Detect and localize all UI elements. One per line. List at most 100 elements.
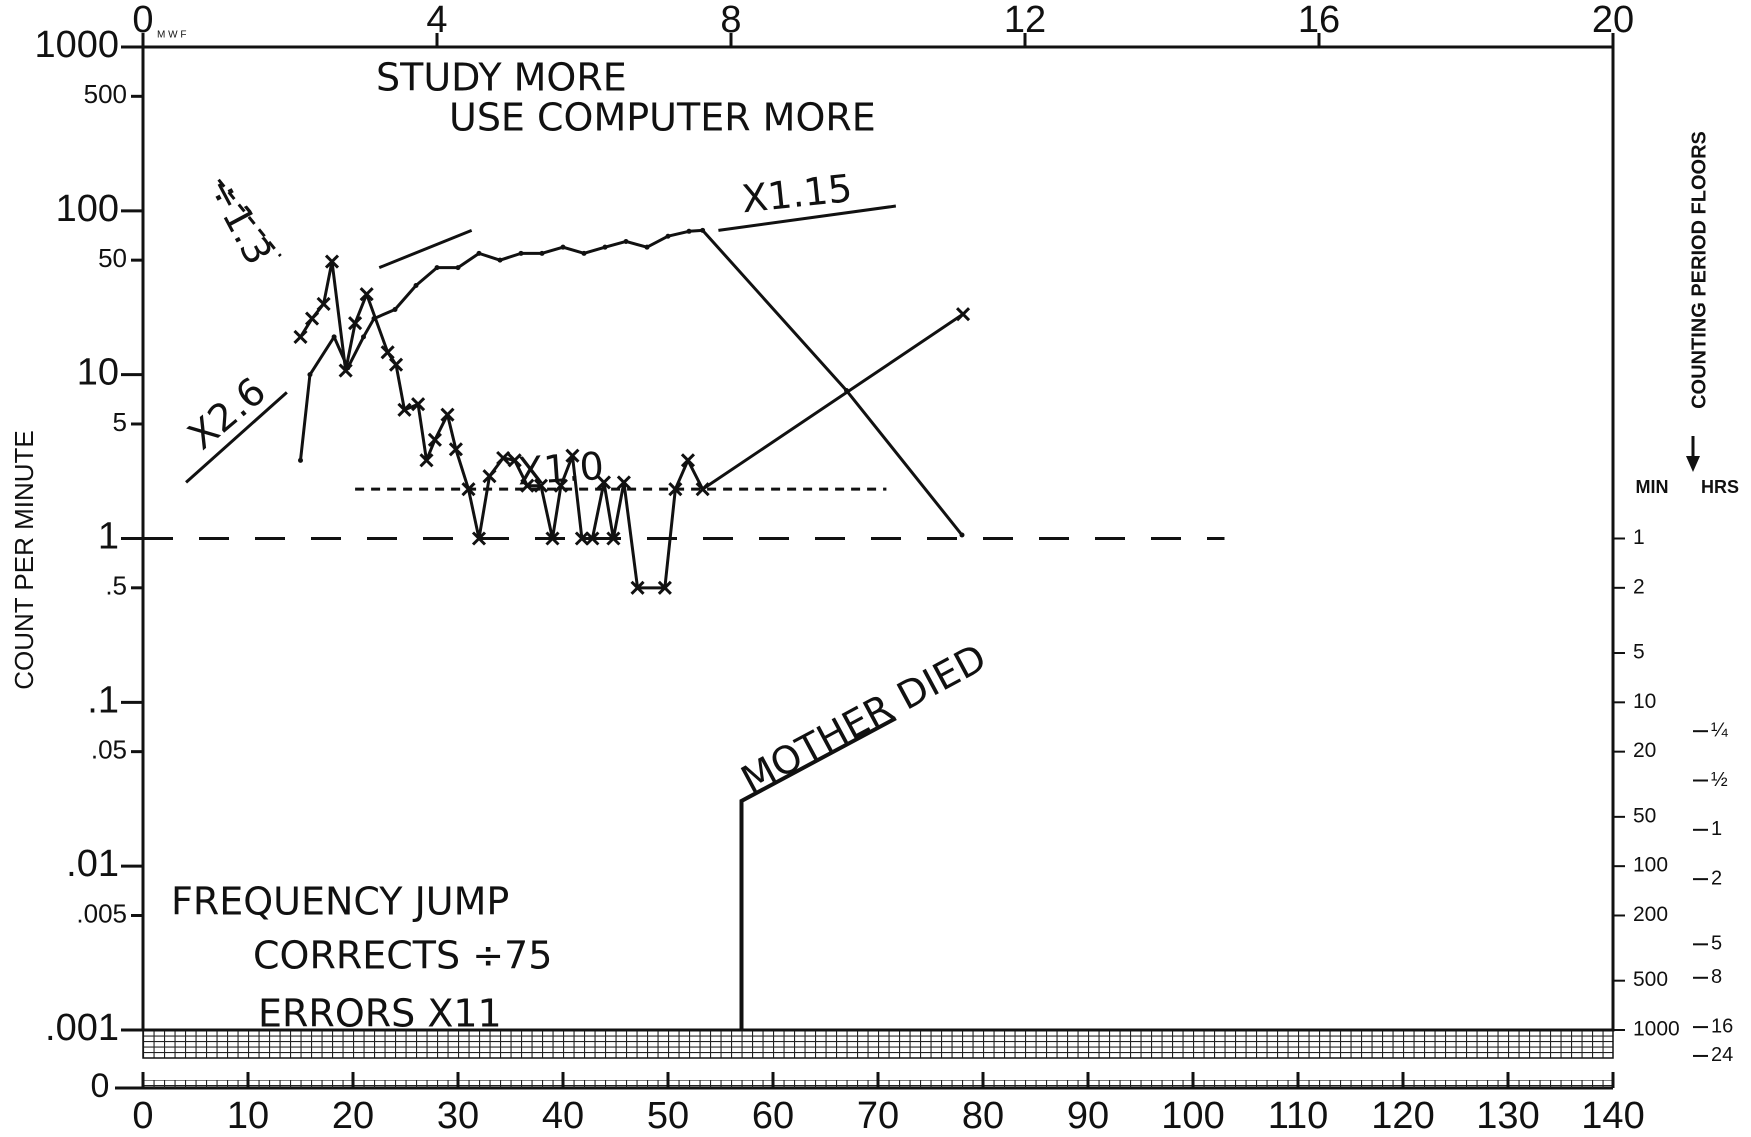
x-tick-label: 70 [857, 1095, 899, 1137]
y-tick-label: .05 [91, 735, 127, 765]
data-point [324, 254, 340, 269]
data-point [413, 283, 419, 289]
data-point [955, 307, 971, 322]
x-tick-label: 90 [1067, 1095, 1109, 1137]
x2-tick-label: 16 [1298, 0, 1340, 41]
data-point [293, 329, 308, 344]
x-tick-label: 60 [752, 1095, 794, 1137]
data-point [606, 531, 621, 546]
data-point [959, 532, 965, 538]
data-point [476, 250, 482, 256]
note: STUDY MORE [376, 56, 627, 100]
x-tick-label: 30 [437, 1095, 479, 1137]
note: USE COMPUTER MORE [449, 96, 876, 140]
data-point [616, 475, 631, 490]
data-line [299, 260, 964, 590]
data-point [461, 482, 476, 497]
note: ERRORS X11 [258, 992, 502, 1036]
y2-hrs-label: 1 [1711, 818, 1722, 840]
data-point [361, 334, 366, 340]
y2-tick-label: 5 [1633, 641, 1645, 664]
y2-hrs-label: 5 [1711, 933, 1722, 955]
data-point [520, 478, 535, 493]
data-point [602, 244, 608, 250]
data-point [307, 372, 313, 378]
data-point [482, 469, 497, 484]
y2-hrs-label: 8 [1711, 966, 1722, 988]
data-point [644, 244, 650, 250]
data-point [623, 238, 629, 244]
data-point [440, 407, 455, 422]
x-tick-label: 110 [1268, 1095, 1329, 1137]
celeration-line [185, 391, 288, 484]
data-point [545, 531, 560, 546]
data-point [665, 233, 671, 239]
y2-hrs-header: HRS [1701, 477, 1739, 497]
y2-min-label: MIN [1636, 477, 1669, 497]
y2-hrs-label: ½ [1711, 769, 1728, 791]
y-tick-label: 1000 [34, 24, 119, 66]
x2-tick-label: 20 [1592, 0, 1634, 41]
data-point [630, 580, 645, 595]
data-point [497, 257, 503, 263]
data-point [434, 265, 440, 271]
y-tick-label: 100 [56, 188, 119, 230]
data-point [695, 482, 710, 497]
data-point [448, 442, 463, 457]
y-tick-label: .005 [76, 898, 127, 928]
x-tick-label: 130 [1476, 1095, 1539, 1137]
data-point [596, 475, 612, 490]
data-point [507, 453, 522, 468]
data-point [388, 357, 404, 372]
y2-hrs-label: 16 [1711, 1015, 1733, 1037]
data-point [539, 250, 545, 256]
data-point [338, 363, 353, 378]
data-point [496, 450, 511, 466]
data-line [299, 228, 964, 536]
x-tick-label: 10 [227, 1095, 269, 1137]
data-point [411, 397, 426, 412]
x-tick-label: 20 [332, 1095, 374, 1137]
data-point [574, 531, 589, 546]
y2-tick-label: 200 [1633, 903, 1668, 926]
event-line [739, 716, 897, 1030]
y2-tick-label: 20 [1633, 739, 1656, 762]
data-point [581, 250, 587, 256]
data-point [298, 457, 303, 463]
x-tick-label: 140 [1581, 1095, 1644, 1137]
y2-arrow-head [1686, 456, 1700, 472]
y2-tick-label: 500 [1633, 968, 1668, 991]
y2-tick-label: 1000 [1633, 1018, 1680, 1041]
x2-days-label: M W F [157, 30, 186, 41]
x-tick-label: 50 [647, 1095, 689, 1137]
data-point [419, 453, 434, 468]
x-tick-label: 80 [962, 1095, 1004, 1137]
data-point [533, 478, 549, 493]
data-point [380, 345, 395, 360]
y2-tick-label: 2 [1633, 575, 1645, 598]
celeration-line [718, 204, 897, 232]
x2-tick-label: 0 [132, 0, 153, 41]
data-point [565, 448, 580, 463]
data-point [518, 250, 524, 256]
data-point [668, 482, 683, 497]
data-point [680, 453, 696, 468]
data-point [553, 478, 568, 493]
data-point [471, 531, 487, 546]
x-tick-label: 40 [542, 1095, 584, 1137]
x2-tick-label: 4 [426, 0, 447, 41]
data-point [427, 432, 442, 447]
y2-hrs-label: 24 [1711, 1044, 1733, 1066]
y-tick-label: 1 [98, 516, 119, 558]
y2-tick-label: 10 [1633, 690, 1656, 713]
y-tick-label: 500 [84, 79, 127, 109]
y2-axis-label: COUNTING PERIOD FLOORS [1688, 131, 1710, 409]
data-point [304, 311, 320, 326]
celeration-line [378, 228, 473, 270]
data-point [359, 287, 374, 302]
data-point [686, 228, 692, 234]
celeration-line [217, 178, 282, 257]
